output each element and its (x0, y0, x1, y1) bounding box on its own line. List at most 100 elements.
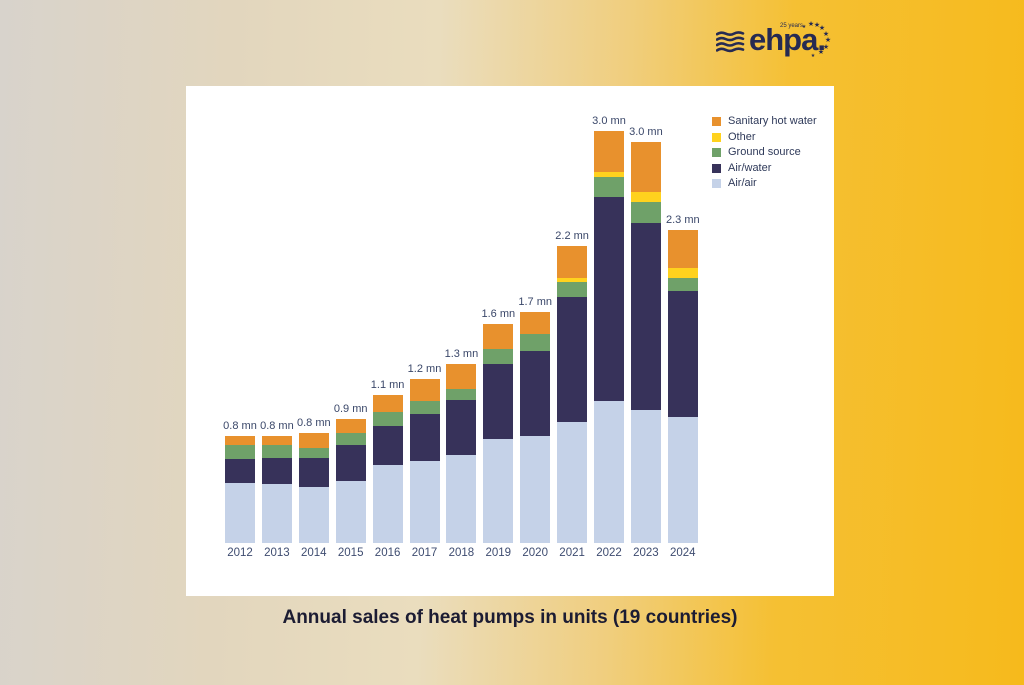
bar-2012: 0.8 mn 2012 (223, 420, 257, 559)
bar-segment-sanitary_hot_water (557, 246, 588, 278)
bar-segment-air_air (520, 435, 551, 543)
bar-segment-air_water (335, 445, 366, 482)
bar-segment-ground_source (483, 349, 514, 365)
legend-label: Other (728, 130, 756, 143)
bar-segment-air_water (446, 400, 477, 455)
bar-segment-air_air (372, 464, 403, 543)
logo-tagline: 25 years (780, 23, 804, 29)
bar-segment-other (557, 277, 588, 282)
bar-segment-air_water (225, 459, 255, 483)
bar-segment-ground_source (446, 389, 477, 400)
bar-2021: 2.2 mn 2021 (555, 230, 589, 559)
bar-segment-ground_source (372, 412, 403, 427)
bar-segment-ground_source (520, 334, 551, 351)
bar-segment-air_water (667, 291, 698, 417)
bar-segment-ground_source (409, 401, 440, 414)
wave-icon (716, 31, 745, 53)
bar-segment-ground_source (261, 445, 292, 458)
legend-swatch-other (712, 132, 721, 142)
chart-panel: 0.8 mn 2012 0.8 mn 2013 0.8 mn 2014 0.9 mn 2015… (186, 86, 834, 596)
bar-segment-other (667, 268, 698, 278)
svg-text:★: ★ (814, 21, 820, 29)
bar-2024: 2.3 mn 2024 (666, 214, 700, 560)
bar-segment-air_water (557, 296, 588, 422)
bar-segment-sanitary_hot_water (335, 419, 366, 433)
legend-label: Sanitary hot water (728, 115, 817, 127)
bar-segment-air_water (483, 364, 514, 439)
x-axis-label: 2012 (227, 547, 253, 559)
x-axis-label: 2014 (301, 547, 327, 559)
bar-segment-air_air (261, 483, 292, 543)
x-axis-label: 2020 (522, 547, 548, 559)
bar-segment-air_air (557, 422, 588, 543)
legend-item-ground_source: Ground source (712, 147, 817, 158)
bar-2016: 1.1 mn 2016 (371, 379, 405, 560)
legend-label: Air/water (728, 161, 772, 174)
bar-segment-air_water (520, 350, 551, 436)
bar-segment-air_water (261, 457, 292, 484)
bar-value-label: 1.6 mn (481, 308, 516, 321)
svg-text:★: ★ (819, 24, 825, 32)
bar-segment-ground_source (225, 445, 255, 460)
x-axis-label: 2019 (485, 547, 512, 559)
legend-swatch-sanitary_hot_water (712, 117, 721, 126)
stars-arc-icon: ★ ★ ★ ★ ★ ★ ★ ★ ★ (802, 20, 831, 59)
bar-value-label: 0.9 mn (333, 403, 368, 416)
bar-value-label: 2.2 mn (555, 230, 589, 242)
bar-value-label: 0.8 mn (260, 419, 294, 432)
bar-segment-air_air (594, 401, 624, 543)
legend-swatch-air_air (712, 179, 721, 188)
bar-segment-air_air (335, 481, 366, 543)
bar-segment-other (630, 192, 661, 202)
bar-segment-sanitary_hot_water (667, 229, 698, 268)
bar-segment-ground_source (594, 177, 624, 197)
bar-segment-air_air (225, 482, 255, 543)
x-axis-label: 2018 (448, 547, 475, 559)
bar-segment-sanitary_hot_water (483, 324, 514, 350)
bar-2018: 1.3 mn 2018 (445, 348, 479, 559)
bar-segment-air_water (372, 426, 403, 465)
bar-2023: 3.0 mn 2023 (629, 126, 663, 560)
bar-segment-sanitary_hot_water (630, 141, 661, 193)
legend-item-other: Other (712, 130, 817, 143)
legend-swatch-air_water (712, 163, 721, 173)
legend-label: Ground source (728, 146, 801, 158)
page-title: Annual sales of heat pumps in units (19 … (282, 607, 738, 628)
bar-value-label: 1.7 mn (518, 296, 553, 308)
x-axis-label: 2024 (670, 547, 696, 559)
bar-value-label: 1.3 mn (444, 348, 479, 361)
bar-segment-air_air (446, 455, 477, 543)
bar-2020: 1.7 mn 2020 (518, 296, 552, 559)
bar-segment-sanitary_hot_water (298, 433, 329, 449)
bar-segment-sanitary_hot_water (446, 364, 477, 389)
svg-text:★: ★ (818, 48, 824, 56)
bar-segment-air_air (483, 438, 514, 543)
legend-label: Air/air (728, 177, 757, 189)
x-axis-label: 2022 (596, 547, 622, 559)
bar-segment-sanitary_hot_water (261, 435, 292, 446)
x-axis-label: 2017 (411, 547, 438, 559)
bar-2022: 3.0 mn 2022 (592, 115, 626, 560)
legend-item-sanitary_hot_water: Sanitary hot water (712, 116, 817, 127)
legend: Sanitary hot water Other Ground source Air/… (712, 116, 817, 194)
svg-text:★: ★ (802, 24, 807, 30)
bar-value-label: 3.0 mn (629, 125, 663, 138)
bar-segment-air_water (298, 457, 329, 487)
svg-text:★: ★ (825, 36, 831, 44)
svg-text:★: ★ (823, 30, 829, 38)
legend-item-air_air: Air/air (712, 178, 817, 189)
bar-segment-ground_source (298, 448, 329, 458)
legend-item-air_water: Air/water (712, 161, 817, 174)
bar-value-label: 0.8 mn (296, 417, 331, 429)
bar-2017: 1.2 mn 2017 (408, 363, 442, 559)
bar-segment-ground_source (630, 202, 661, 223)
bar-segment-ground_source (335, 433, 366, 446)
x-axis-label: 2015 (337, 547, 364, 559)
ehpa-logo: ehpa. 25 years ★ ★ ★ ★ ★ ★ ★ ★ ★ (716, 14, 836, 66)
svg-text:★: ★ (823, 43, 829, 51)
x-axis-label: 2016 (374, 547, 401, 559)
bar-2019: 1.6 mn 2019 (481, 308, 515, 559)
bar-segment-air_air (298, 486, 329, 543)
bar-value-label: 1.1 mn (370, 378, 405, 391)
bar-segment-sanitary_hot_water (225, 435, 255, 446)
